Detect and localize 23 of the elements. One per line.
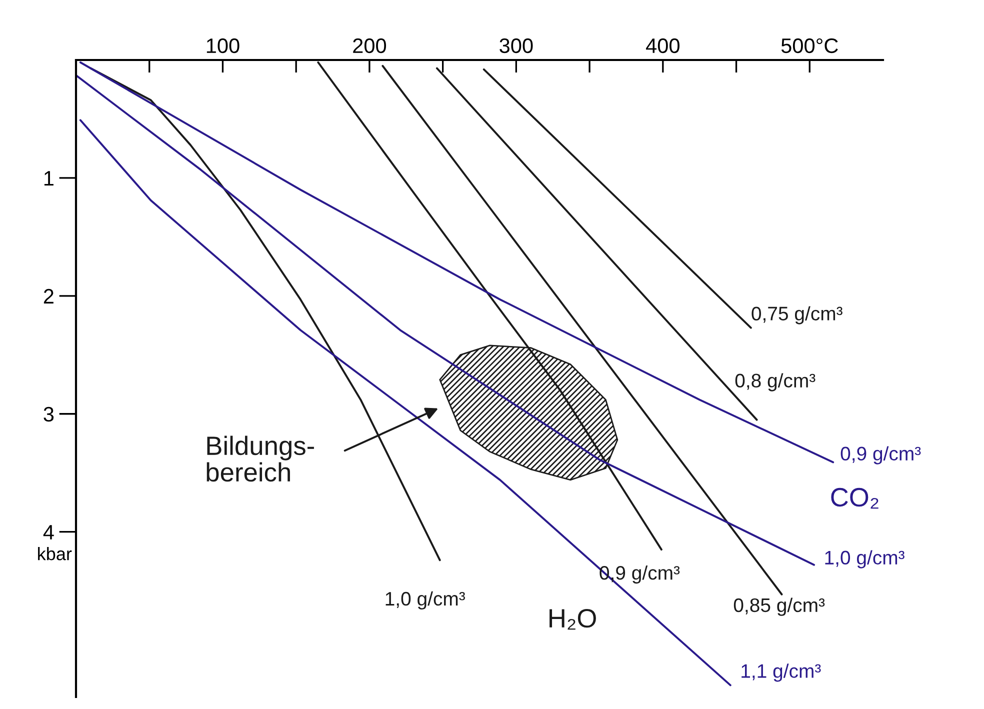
series-label: 0,8 g/cm³ — [735, 373, 816, 392]
x-tick-label: 500°C — [781, 38, 838, 54]
series-label: 0,9 g/cm³ — [840, 446, 921, 464]
text: 1,0 g/cm³ — [386, 591, 465, 610]
line-series — [317, 61, 662, 551]
x-tick-label: 100 — [206, 38, 240, 54]
series-label: 1,1 g/cm³ — [742, 664, 821, 682]
series-label: 1,0 g/cm³ — [825, 550, 904, 568]
annotation: CO₂ — [831, 488, 878, 509]
y-tick-label: 3 — [44, 406, 54, 422]
x-tick-label: 200 — [353, 38, 386, 54]
annotation: H₂O — [550, 608, 596, 630]
line-series — [79, 119, 732, 686]
x-tick-label: 400 — [646, 38, 680, 54]
x-tick-label: 300 — [500, 38, 533, 54]
series-label: 0,85 g/cm³ — [734, 598, 825, 616]
y-tick-label: 1 — [44, 171, 54, 186]
y-axis-title: kbar — [38, 547, 72, 560]
line-series — [90, 67, 441, 562]
annotation: Bildungs- bereich — [206, 436, 314, 482]
series-label: 0,75 g/cm³ — [752, 306, 842, 324]
y-tick-label: 2 — [44, 288, 54, 304]
y-tick-label: 4 — [43, 525, 54, 540]
